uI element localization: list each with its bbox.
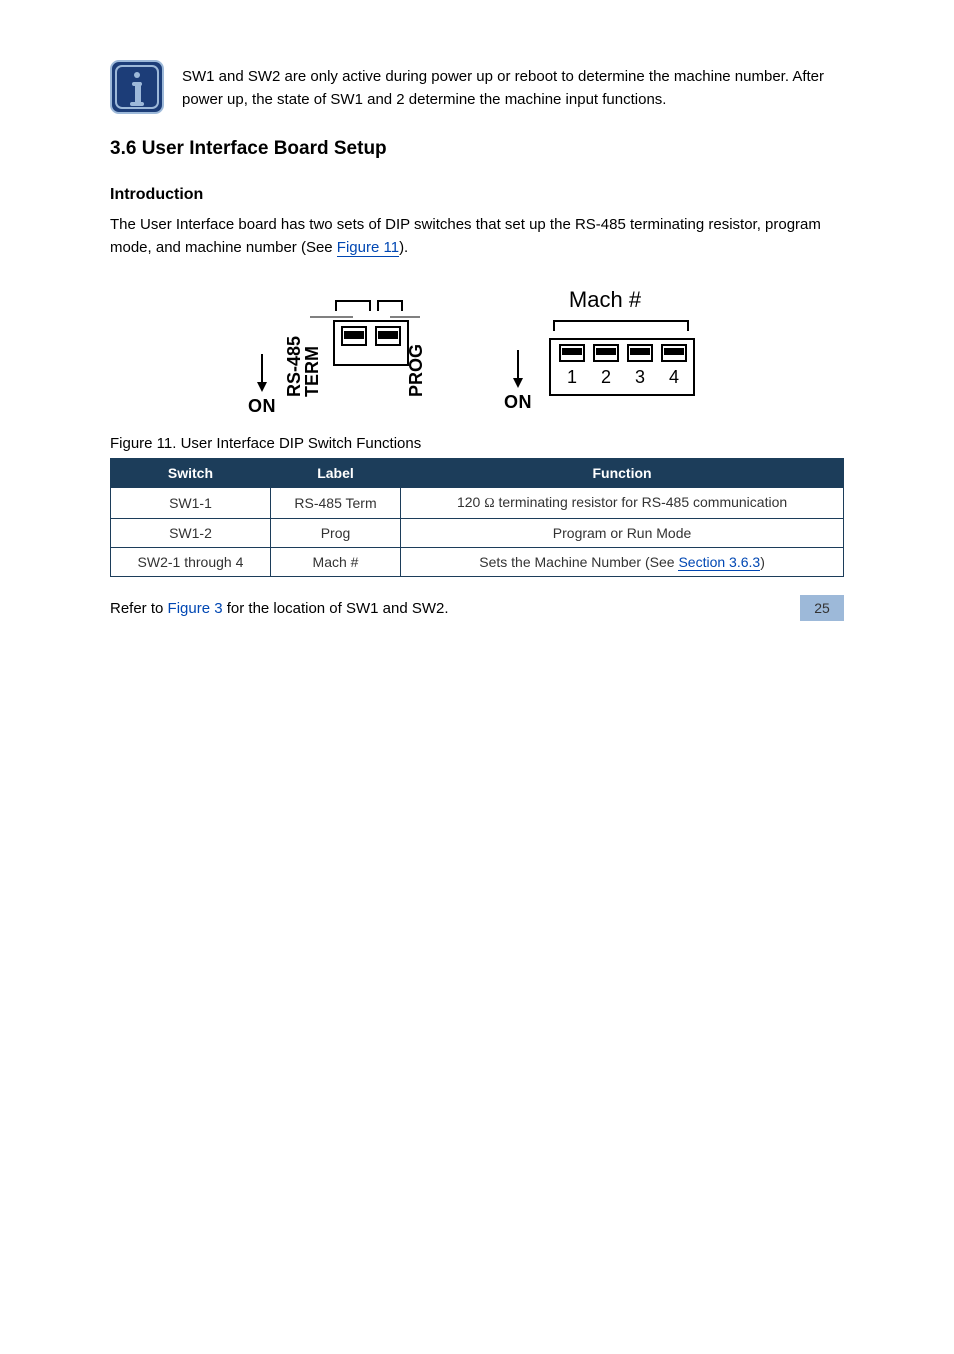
intro-title: Introduction xyxy=(110,186,844,204)
cell-function: Program or Run Mode xyxy=(401,519,844,548)
on-label-right: ON xyxy=(504,392,532,413)
intro-before: The User Interface board has two sets of… xyxy=(110,216,821,256)
ref-link[interactable]: Figure 3 xyxy=(168,600,223,617)
reference-text: Refer to Figure 3 for the location of SW… xyxy=(110,597,844,621)
cell-function: Sets the Machine Number (See Section 3.6… xyxy=(401,548,844,577)
mach-title: Mach # xyxy=(569,287,641,313)
mach-sw-4: 4 xyxy=(669,367,679,387)
rs485-label: RS-485 xyxy=(284,336,304,397)
dip-right-block: Mach # ON xyxy=(504,287,706,417)
cell-label: Mach # xyxy=(270,548,400,577)
info-icon xyxy=(110,60,164,114)
figure-caption: Figure 11. User Interface DIP Switch Fun… xyxy=(110,435,844,452)
th-switch: Switch xyxy=(111,459,271,488)
cell-switch: SW1-2 xyxy=(111,519,271,548)
cell-switch: SW2-1 through 4 xyxy=(111,548,271,577)
on-arrow-left: ON xyxy=(248,352,276,417)
on-arrow-right: ON xyxy=(504,348,532,413)
cell-function: 120 Ω terminating resistor for RS-485 co… xyxy=(401,488,844,519)
mach-sw-3: 3 xyxy=(635,367,645,387)
ref-before: Refer to xyxy=(110,600,168,617)
table-row: SW2-1 through 4Mach #Sets the Machine Nu… xyxy=(111,548,844,577)
section-heading: 3.6 User Interface Board Setup xyxy=(110,138,844,160)
th-function: Function xyxy=(401,459,844,488)
mach-sw-2: 2 xyxy=(601,367,611,387)
th-label: Label xyxy=(270,459,400,488)
dip-switch-diagram: ON RS-485 TERM PROG xyxy=(110,287,844,417)
intro-body: The User Interface board has two sets of… xyxy=(110,214,844,259)
cell-switch: SW1-1 xyxy=(111,488,271,519)
table-row: SW1-1RS-485 Term120 Ω terminating resist… xyxy=(111,488,844,519)
term-label: TERM xyxy=(302,346,322,397)
intro-after: ). xyxy=(399,239,408,256)
ref-after: for the location of SW1 and SW2. xyxy=(223,600,449,617)
page-number-badge: 25 xyxy=(800,595,844,621)
table-row: SW1-2ProgProgram or Run Mode xyxy=(111,519,844,548)
dip-function-table: Switch Label Function SW1-1RS-485 Term12… xyxy=(110,458,844,577)
info-note-text: SW1 and SW2 are only active during power… xyxy=(182,60,844,111)
section-link[interactable]: Section 3.6.3 xyxy=(678,554,760,571)
cell-label: RS-485 Term xyxy=(270,488,400,519)
figure-link[interactable]: Figure 11 xyxy=(337,239,399,257)
dip-right-svg: 1 2 3 4 xyxy=(536,317,706,413)
page-number: 25 xyxy=(814,600,830,616)
dip-left-svg: RS-485 TERM PROG xyxy=(280,287,440,417)
dip-left-block: ON RS-485 TERM PROG xyxy=(248,287,440,417)
cell-label: Prog xyxy=(270,519,400,548)
on-label-left: ON xyxy=(248,396,276,417)
mach-sw-1: 1 xyxy=(567,367,577,387)
